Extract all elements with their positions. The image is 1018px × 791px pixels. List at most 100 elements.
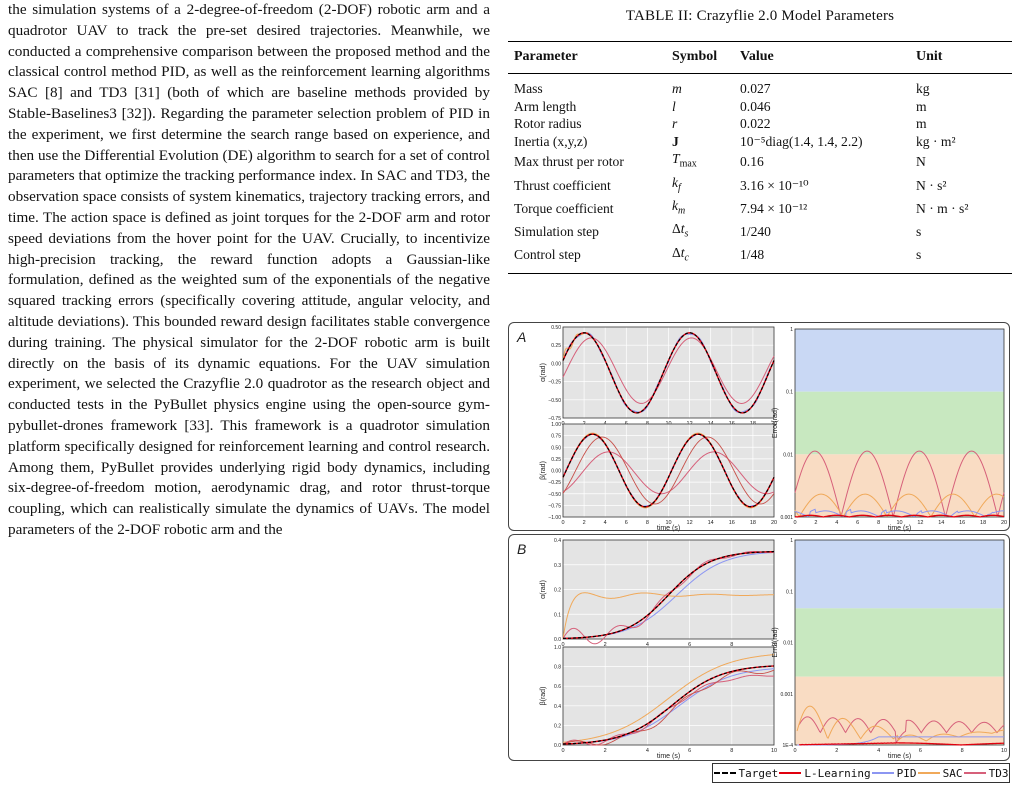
y-tick-label: 1	[790, 538, 793, 544]
series-target	[562, 332, 775, 414]
x-tick-label: 6	[688, 642, 691, 648]
x-tick-label: 16	[959, 520, 965, 526]
x-tick-label: 2	[814, 520, 817, 526]
figure-legend: Target L-Learning PID SAC TD3	[712, 763, 1010, 783]
param-name-cell: Control step	[514, 247, 581, 263]
x-tick-label: 8	[877, 520, 880, 526]
y-tick-label: 0.50	[551, 325, 561, 331]
body-paragraph: the simulation systems of a 2-degree-of-…	[8, 1, 490, 538]
header-symbol: Symbol	[672, 49, 718, 64]
legend-swatch	[917, 772, 940, 774]
band-high	[795, 329, 1004, 392]
x-tick-label: 2	[604, 642, 607, 648]
y-tick-label: 0.1	[786, 589, 793, 595]
plot-background	[563, 647, 774, 745]
table-row: Rotor radius r 0.022 m	[508, 115, 1012, 133]
x-tick-label: 20	[1001, 520, 1007, 526]
series-target	[562, 433, 775, 508]
y-tick-label: 0.50	[551, 445, 561, 451]
y-tick-label: 1	[790, 327, 793, 333]
value-cell: 7.94 × 10⁻¹²	[740, 200, 808, 216]
table-row: Inertia (x,y,z) J 10⁻⁵diag(1.4, 1.4, 2.2) k…	[508, 133, 1012, 151]
table-header-row: Parameter Symbol Value Unit	[508, 41, 1012, 74]
x-axis-label: time (s)	[888, 525, 911, 532]
legend-item: Target	[713, 767, 778, 780]
symbol-cell: kf	[672, 174, 681, 194]
series-pid	[797, 736, 1004, 746]
x-tick-label: 0	[561, 748, 564, 754]
value-cell: 0.027	[740, 81, 771, 96]
y-tick-label: 0.2	[554, 723, 561, 729]
unit-cell: N	[916, 154, 926, 170]
plot-frame	[562, 646, 775, 746]
legend-swatch	[871, 772, 894, 774]
y-axis-label: Error(rad)	[772, 627, 779, 657]
y-tick-label: 0.001	[780, 692, 793, 698]
series-target	[562, 550, 775, 640]
parameter-table: Parameter Symbol Value Unit Mass m 0.027 kg…	[508, 41, 1012, 274]
unit-cell: N · m · s²	[916, 200, 969, 216]
legend-label: SAC	[942, 766, 963, 780]
x-tick-label: 4	[604, 520, 607, 526]
legend-item: PID	[871, 766, 917, 780]
series-sac	[794, 493, 1005, 518]
legend-item: TD3	[963, 766, 1009, 780]
y-tick-label: 0.01	[783, 452, 793, 458]
x-tick-label: 0	[793, 520, 796, 526]
x-tick-label: 4	[646, 642, 649, 648]
x-tick-label: 4	[835, 520, 838, 526]
x-tick-label: 18	[750, 520, 756, 526]
x-tick-label: 2	[604, 748, 607, 754]
table-row: Thrust coefficient kf 3.16 × 10⁻¹⁰ N · s²	[508, 174, 1012, 197]
y-tick-label: 0.4	[554, 538, 561, 544]
table-row: Max thrust per rotor Tmax 0.16 N	[508, 150, 1012, 173]
x-axis-label: time (s)	[888, 753, 911, 760]
y-tick-label: 0.001	[780, 515, 793, 521]
x-tick-label: 12	[687, 520, 693, 526]
body-text-column: the simulation systems of a 2-degree-of-…	[8, 0, 490, 541]
param-name-cell: Inertia (x,y,z)	[514, 133, 588, 149]
x-tick-label: 18	[980, 520, 986, 526]
series-target	[562, 665, 775, 745]
x-tick-label: 0	[561, 520, 564, 526]
x-tick-label: 6	[919, 748, 922, 754]
value-cell: 0.16	[740, 154, 764, 170]
x-tick-label: 10	[896, 520, 902, 526]
series-td3-variant	[562, 669, 775, 746]
param-name-cell: Simulation step	[514, 224, 599, 240]
param-name-cell: Rotor radius	[514, 116, 582, 132]
legend-label: PID	[896, 766, 917, 780]
x-tick-label: 10	[1001, 748, 1007, 754]
header-unit: Unit	[916, 49, 943, 64]
y-tick-label: 0.1	[554, 612, 561, 618]
y-tick-label: 0.00	[551, 469, 561, 475]
value-cell: 0.046	[740, 98, 771, 114]
y-tick-label: 1.0	[554, 645, 561, 651]
symbol-cell: Δtc	[672, 244, 689, 264]
legend-swatch	[779, 772, 802, 774]
series-td3	[798, 716, 1005, 745]
y-axis-label: Error(rad)	[772, 408, 779, 438]
series-td3	[562, 337, 775, 404]
y-tick-label: 0.8	[554, 665, 561, 671]
value-cell: 1/48	[740, 247, 765, 263]
plot-B-bottom: 0 2 4 6 8 10 1.0 0.8 0.6 0.4 0.2 0.0 time (s) β(rad)	[540, 645, 777, 760]
series-pid	[794, 508, 1005, 518]
figure-panel-b	[508, 534, 1010, 761]
header-value: Value	[740, 49, 774, 64]
plot-A-top: 024681012141618200.500.250.00−0.25−0.50−…	[540, 325, 777, 427]
x-tick-label: 4	[877, 748, 880, 754]
symbol-cell: m	[672, 81, 682, 96]
unit-cell: m	[916, 98, 927, 114]
y-tick-label: −0.75	[548, 503, 561, 509]
value-cell: 0.022	[740, 116, 771, 132]
y-tick-label: −0.50	[548, 492, 561, 498]
header-parameter: Parameter	[514, 49, 578, 64]
y-axis-label: α(rad)	[540, 363, 547, 382]
x-tick-label: 12	[917, 520, 923, 526]
legend-label: TD3	[988, 766, 1009, 780]
unit-cell: kg	[916, 81, 930, 96]
y-tick-label: 0.25	[551, 343, 561, 349]
panel-label-a: A	[516, 329, 526, 345]
param-name-cell: Mass	[514, 81, 543, 96]
